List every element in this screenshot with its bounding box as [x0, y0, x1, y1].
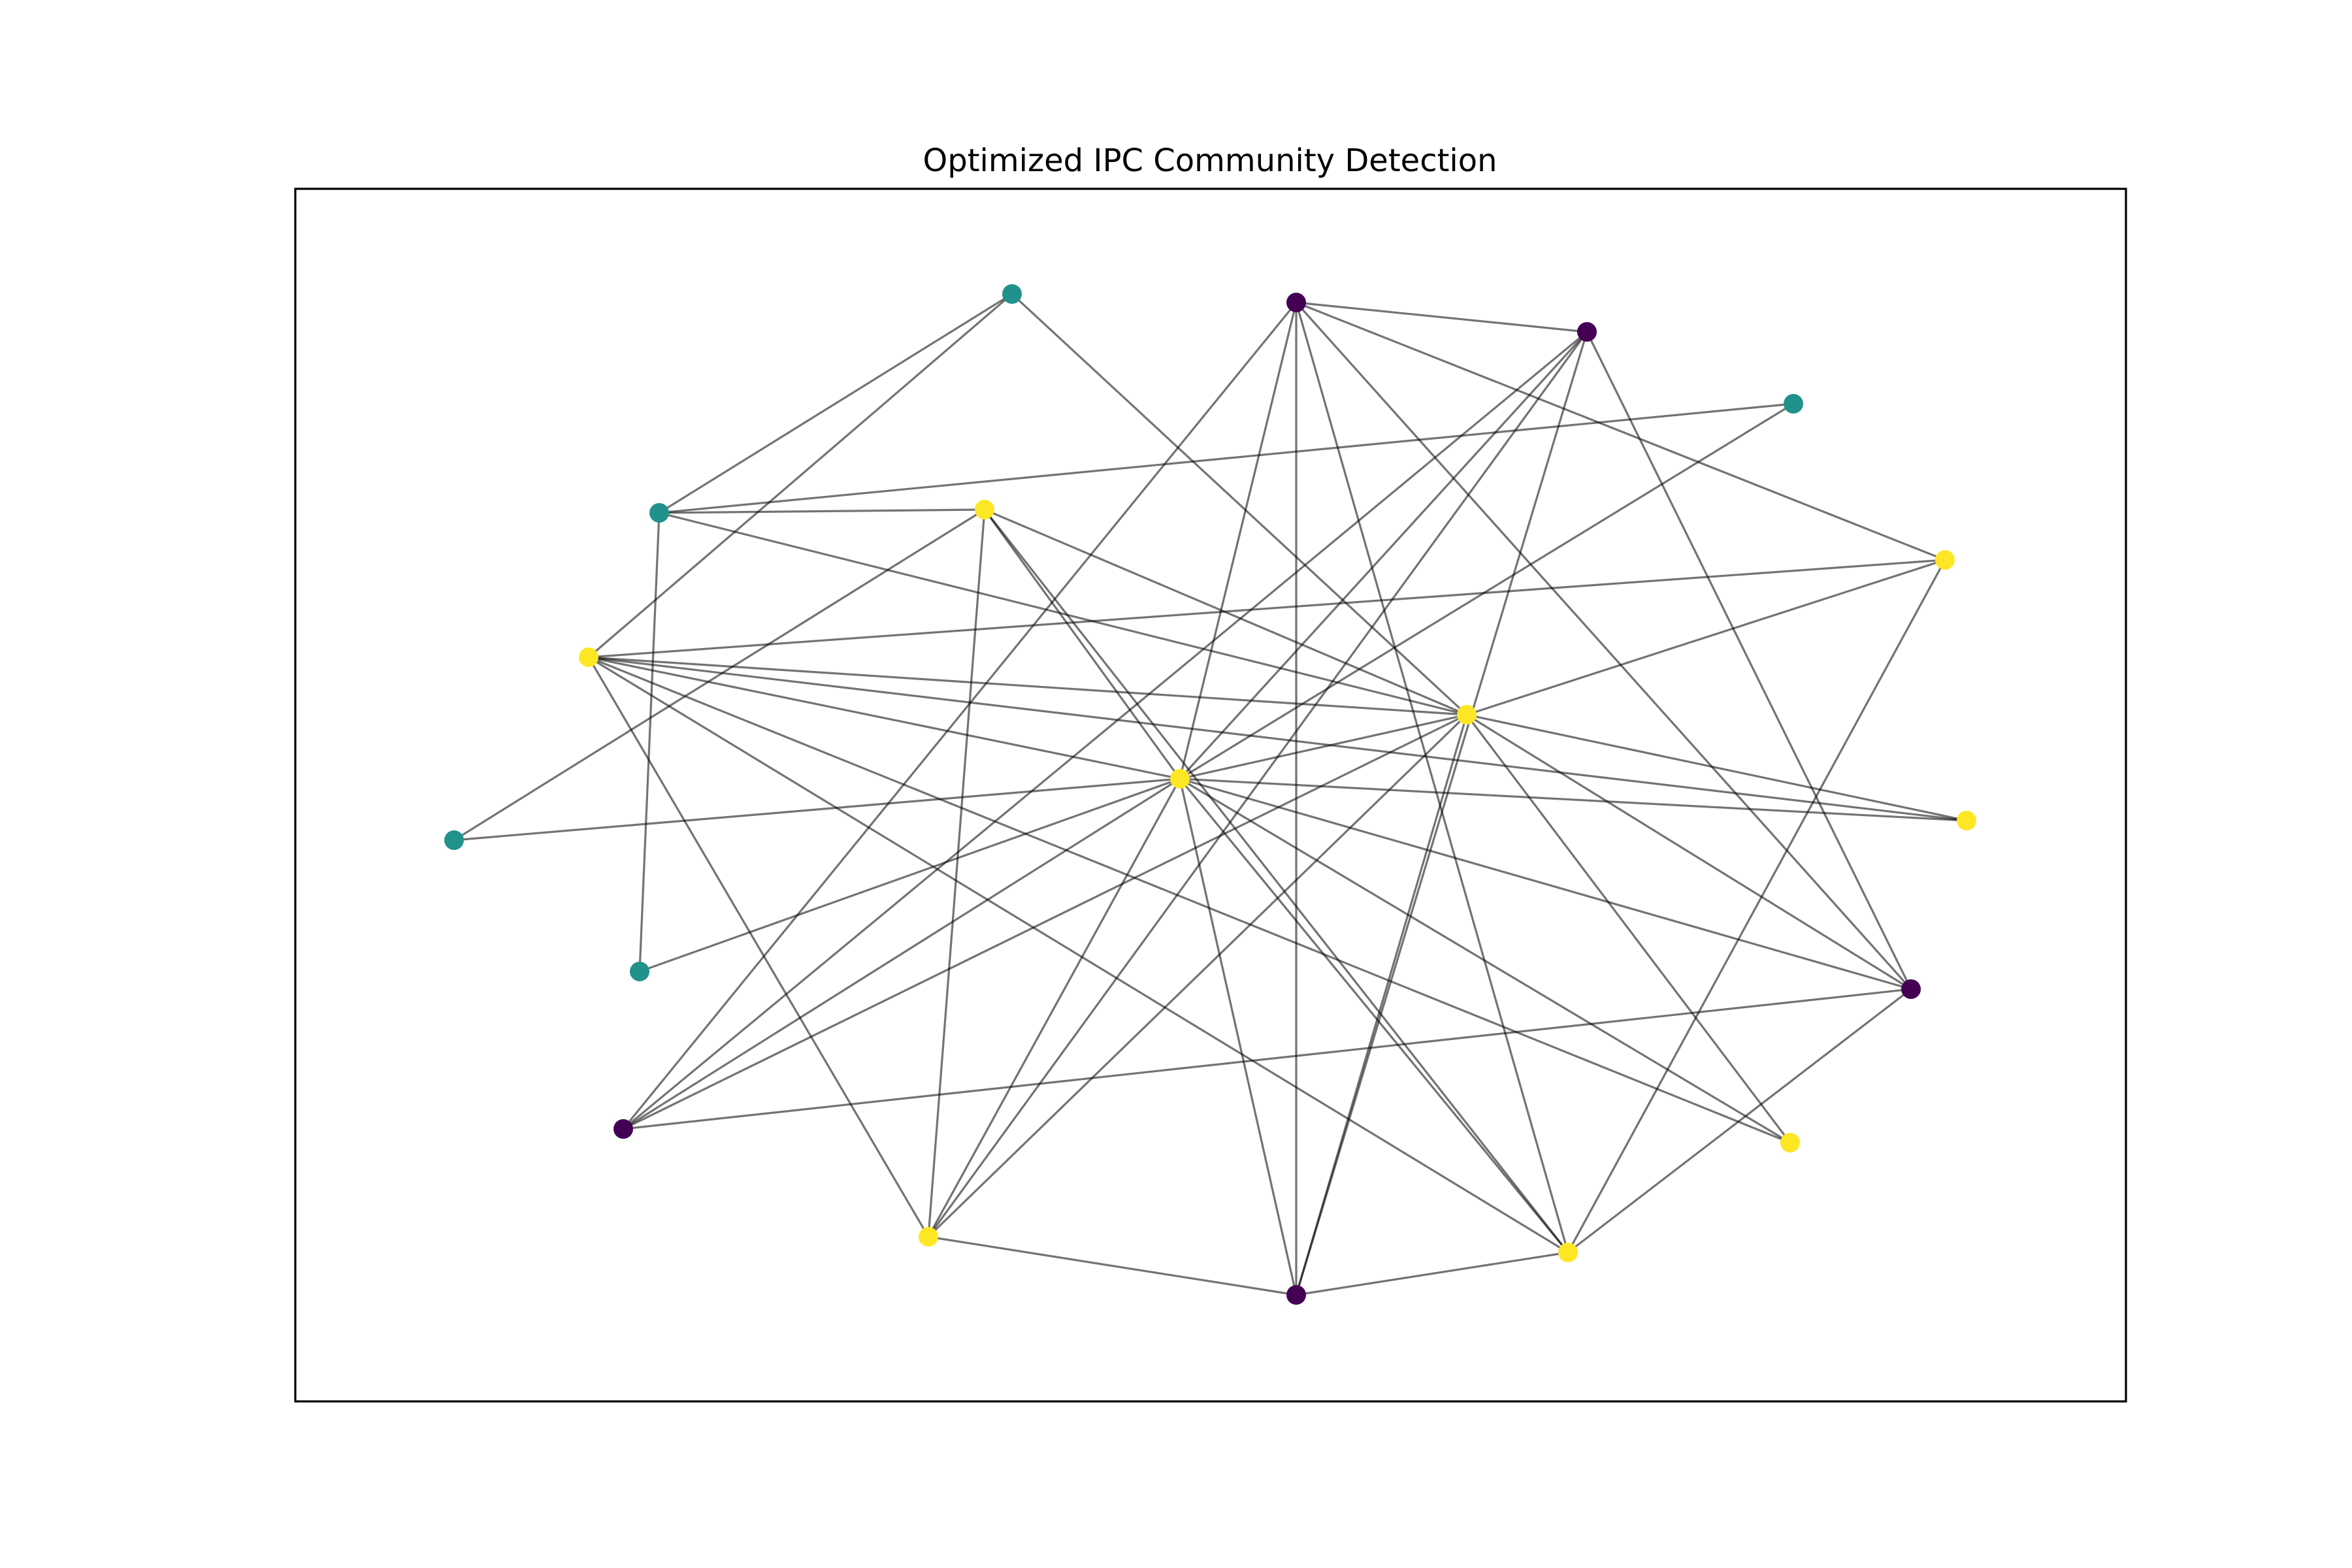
graph-node [1901, 979, 1921, 999]
graph-edge [927, 331, 1588, 1237]
graph-edge [1567, 559, 1946, 1253]
graph-edge [1295, 302, 1569, 1253]
graph-edge [588, 656, 1569, 1254]
graph-edge [1466, 713, 1967, 822]
graph-edge [983, 509, 1569, 1253]
graph-node [579, 647, 598, 667]
graph-edge [1466, 559, 1946, 716]
graph-edge [623, 777, 1181, 1130]
graph-edge [1179, 777, 1791, 1144]
graph-edge [587, 657, 930, 1237]
graph-edge [1567, 988, 1912, 1254]
graph-node [613, 1119, 633, 1139]
graph-edge [622, 301, 1298, 1130]
graph-edge [1179, 302, 1298, 779]
graph-edge [983, 509, 1181, 779]
graph-edge [588, 656, 1967, 822]
graph-edge [1466, 713, 1912, 990]
graph-node [444, 830, 464, 850]
graph-edge [659, 508, 985, 514]
graph-node [1170, 769, 1190, 789]
graph-edge [1296, 301, 1588, 333]
graph-edge [453, 777, 1181, 841]
graph-edge [1295, 714, 1468, 1296]
plot-frame [294, 188, 2127, 1403]
graph-edge [1296, 301, 1946, 561]
graph-edge [927, 713, 1468, 1238]
graph-edge [1179, 331, 1588, 780]
graph-node [1286, 1285, 1306, 1305]
graph-edge [588, 656, 1181, 780]
chart-title: Optimized IPC Community Detection [923, 142, 1497, 179]
graph-edge [588, 559, 1946, 659]
graph-node [630, 962, 649, 981]
graph-node [975, 500, 994, 519]
graph-node [1577, 322, 1597, 342]
graph-node [649, 503, 669, 523]
graph-edge [659, 293, 1013, 514]
graph-edge [623, 988, 1912, 1130]
graph-edge [622, 331, 1588, 1130]
graph-edge [1011, 293, 1468, 716]
graph-node [919, 1227, 938, 1247]
graph-node [1457, 705, 1477, 725]
graph-edge [1586, 331, 1912, 990]
graph-node [1286, 293, 1306, 312]
edges-layer [453, 293, 1967, 1296]
graph-edge [638, 512, 661, 972]
graph-edge [1179, 777, 1569, 1254]
graph-edge [1179, 713, 1467, 780]
graph-edge [1179, 777, 1912, 990]
nodes-layer [444, 284, 1976, 1305]
graph-edge [659, 512, 1467, 716]
graph-edge [1295, 331, 1588, 1296]
graph-edge [927, 509, 986, 1237]
graph-edge [1179, 402, 1794, 780]
graph-edge [623, 713, 1467, 1130]
graph-edge [927, 778, 1181, 1237]
graph-edge [588, 656, 1467, 716]
graph-node [1558, 1243, 1578, 1262]
graph-edge [1179, 778, 1298, 1296]
graph-node [1002, 284, 1022, 304]
graph-edge [928, 1235, 1297, 1296]
graph-edge [587, 293, 1013, 659]
graph-edge [1295, 301, 1912, 990]
graph-edge [588, 656, 1791, 1144]
graph-edge [1296, 1251, 1569, 1296]
graph-edge [1179, 777, 1967, 822]
graph-node [1957, 811, 1976, 830]
graph-node [1780, 1133, 1800, 1152]
graph-edge [639, 777, 1181, 973]
graph-edge [1465, 714, 1791, 1143]
graph-node [1935, 550, 1955, 570]
graph-edge [453, 508, 985, 841]
graph-node [1784, 394, 1803, 414]
graph-edge [659, 402, 1794, 514]
